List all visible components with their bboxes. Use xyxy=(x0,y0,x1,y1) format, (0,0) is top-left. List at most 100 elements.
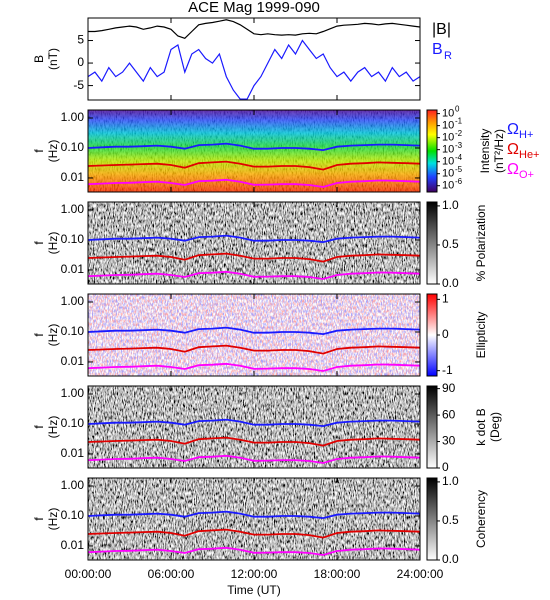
y-tick-label: 0.10 xyxy=(61,416,85,430)
colorbar-tick-label: 10 xyxy=(442,120,454,132)
y-tick-label: 1.00 xyxy=(61,386,85,400)
colorbar-tick-exponent: -5 xyxy=(455,165,463,174)
y-tick-label: 0.10 xyxy=(61,324,85,338)
y-axis-label: (Hz) xyxy=(46,232,60,255)
data-line xyxy=(87,528,421,539)
colorbar-label: Ellipticity xyxy=(474,312,488,359)
y-axis-label: f xyxy=(32,517,46,521)
colorbar-tick-label: 90 xyxy=(442,381,456,395)
x-tick-label: 12:00:00 xyxy=(231,567,278,581)
y-axis-label: f xyxy=(32,241,46,245)
y-tick-label: 0.10 xyxy=(61,232,85,246)
data-line xyxy=(87,344,421,355)
y-tick-label: 1.00 xyxy=(61,202,85,216)
data-line xyxy=(87,362,421,372)
legend-label: B xyxy=(432,41,443,58)
data-line xyxy=(87,178,421,188)
colorbar-label: (nT²/Hz) xyxy=(492,129,506,173)
colorbar-tick-label: 30 xyxy=(442,434,456,448)
colorbar-label: k dot B xyxy=(474,408,488,445)
colorbar-tick-label: 0 xyxy=(442,327,449,341)
colorbar-tick-exponent: -4 xyxy=(455,153,463,162)
legend-label: Ω xyxy=(507,161,519,178)
colorbar xyxy=(426,109,438,193)
colorbar-tick-exponent: -2 xyxy=(455,129,463,138)
data-line xyxy=(87,160,421,171)
y-tick-label: 0.01 xyxy=(61,170,85,184)
colorbar-label: % Polarization xyxy=(474,205,488,282)
y-axis-label: f xyxy=(32,149,46,153)
colorbar xyxy=(426,293,438,377)
y-axis-label: (Hz) xyxy=(46,324,60,347)
x-tick-label: 00:00:00 xyxy=(65,567,112,581)
legend-subscript: He+ xyxy=(519,149,540,161)
colorbar-tick-label: 0 xyxy=(442,460,449,474)
legend-subscript: O+ xyxy=(519,169,534,181)
x-tick-label: 24:00:00 xyxy=(397,567,444,581)
colorbar-tick-label: 10 xyxy=(442,132,454,144)
colorbar-tick-label: 10 xyxy=(442,144,454,156)
chart-title: ACE Mag 1999-090 xyxy=(188,0,320,16)
plot-frame xyxy=(87,293,421,377)
x-axis-label: Time (UT) xyxy=(227,583,281,597)
plot-frame xyxy=(87,109,421,193)
colorbar-label: Intensity xyxy=(478,129,492,174)
colorbar-tick-label: 10 xyxy=(442,156,454,168)
plot-frame xyxy=(87,201,421,285)
data-line xyxy=(87,39,421,100)
colorbar xyxy=(426,385,438,469)
data-line xyxy=(87,510,421,520)
y-tick-label: 0.10 xyxy=(61,140,85,154)
legend-label: |B| xyxy=(432,21,451,38)
colorbar-tick-exponent: -6 xyxy=(455,177,463,186)
y-tick-label: 0.10 xyxy=(61,508,85,522)
data-line xyxy=(87,252,421,263)
data-line xyxy=(87,270,421,280)
y-tick-label: 0.01 xyxy=(61,262,85,276)
colorbar-tick-exponent: 0 xyxy=(455,105,460,114)
colorbar-tick-label: 0.0 xyxy=(442,552,459,566)
data-line xyxy=(87,234,421,244)
colorbar-tick-label: 1 xyxy=(442,292,449,306)
plot-frame xyxy=(87,385,421,469)
colorbar-tick-label: 60 xyxy=(442,407,456,421)
data-line xyxy=(87,142,421,152)
data-line xyxy=(88,19,421,39)
legend-label: Ω xyxy=(507,141,519,158)
y-tick-label: 1.00 xyxy=(61,478,85,492)
y-axis-label: (Hz) xyxy=(46,140,60,163)
colorbar-tick-label: 1.0 xyxy=(442,198,459,212)
colorbar-tick-label: 0.5 xyxy=(442,237,459,251)
colorbar xyxy=(426,477,438,561)
colorbar-tick-exponent: -1 xyxy=(455,117,463,126)
y-tick-label: 5 xyxy=(77,33,84,47)
colorbar-label: (Deg) xyxy=(488,412,502,442)
data-line xyxy=(87,418,421,428)
y-tick-label: 0.01 xyxy=(61,354,85,368)
y-tick-label: 0.01 xyxy=(61,538,85,552)
legend-subscript: R xyxy=(444,50,452,62)
y-axis-label: (Hz) xyxy=(46,508,60,531)
colorbar-tick-label: -1 xyxy=(442,363,453,377)
spectrogram-image xyxy=(88,386,420,468)
colorbar-tick-label: 0.0 xyxy=(442,276,459,290)
y-tick-label: 0.01 xyxy=(61,446,85,460)
y-tick-label: 1.00 xyxy=(61,294,85,308)
y-axis-label: (Hz) xyxy=(46,416,60,439)
data-line xyxy=(87,454,421,464)
spectrogram-image xyxy=(88,202,420,284)
colorbar-label: Coherency xyxy=(474,490,488,548)
y-axis-label: f xyxy=(32,425,46,429)
y-axis-label: (nT) xyxy=(46,48,60,70)
plot-frame xyxy=(87,17,421,101)
colorbar-tick-exponent: -3 xyxy=(455,141,463,150)
y-axis-label: B xyxy=(32,55,46,63)
spectrogram-noise xyxy=(88,294,420,376)
colorbar xyxy=(426,201,438,285)
spectrogram-noise xyxy=(88,110,420,192)
legend-subscript: H+ xyxy=(519,129,533,141)
legend-label: Ω xyxy=(507,121,519,138)
y-axis-label: f xyxy=(32,333,46,337)
data-line xyxy=(87,436,421,447)
